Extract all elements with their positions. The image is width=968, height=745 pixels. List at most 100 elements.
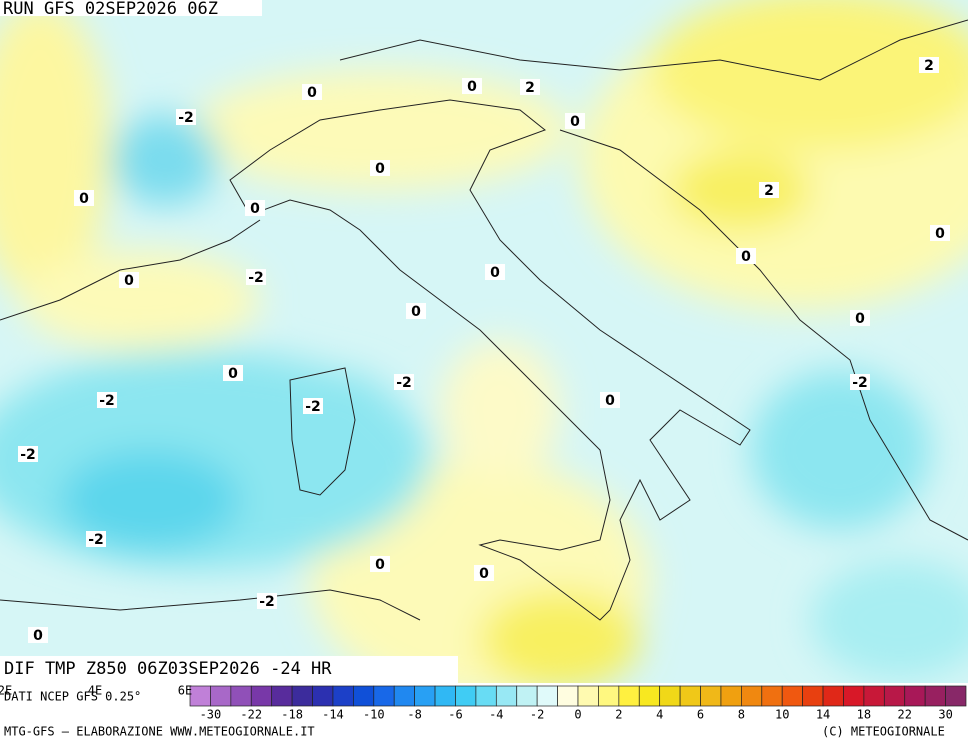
contour-label-bg (28, 627, 48, 643)
map-field (0, 0, 968, 683)
contour-label: 0 (411, 304, 421, 320)
contour-label: 0 (307, 85, 317, 101)
scale-box (189, 685, 211, 707)
scale-box (720, 685, 742, 707)
scale-box (781, 685, 803, 707)
scale-box (598, 685, 620, 707)
scale-box (659, 685, 681, 707)
contour-label-bg (520, 79, 540, 95)
scale-box (843, 685, 865, 707)
contour-label-bg (474, 565, 494, 581)
contour-label-bg (406, 303, 426, 319)
contour-label: 0 (124, 273, 134, 289)
scale-label: 14 (816, 708, 830, 722)
header-box (0, 0, 262, 16)
contour-label: -2 (396, 375, 412, 391)
footer-credit: MTG-GFS — ELABORAZIONE WWW.METEOGIORNALE… (4, 725, 315, 739)
contour-label-bg (394, 374, 414, 390)
contour-label: -2 (88, 532, 104, 548)
contour-label: 0 (467, 79, 477, 95)
contour-label-bg (370, 160, 390, 176)
scale-label: -30 (200, 708, 222, 722)
scale-label: -6 (448, 708, 462, 722)
scale-label: 8 (738, 708, 745, 722)
scale-box (822, 685, 844, 707)
scale-box (700, 685, 722, 707)
scale-label: -14 (322, 708, 344, 722)
scale-box (291, 685, 313, 707)
contour-label-bg (176, 109, 196, 125)
scale-box (373, 685, 395, 707)
scale-box (353, 685, 375, 707)
contour-label: 2 (525, 80, 535, 96)
scale-box (638, 685, 661, 707)
contour-label-bg (223, 365, 243, 381)
contour-label: 0 (479, 566, 489, 582)
copyright: (C) METEOGIORNALE (822, 725, 945, 739)
contour-label: 0 (935, 226, 945, 242)
scale-box (475, 685, 497, 707)
scale-label: -2 (530, 708, 544, 722)
contour-label: 0 (375, 557, 385, 573)
scale-box (802, 685, 824, 707)
scale-box (557, 685, 579, 707)
contour-label-bg (246, 269, 266, 285)
contour-label-bg (303, 398, 323, 414)
scale-box (250, 685, 273, 707)
contour-label-bg (759, 182, 779, 198)
scale-box (618, 685, 640, 707)
contour-label: -2 (99, 393, 115, 409)
contour-label: 2 (764, 183, 774, 199)
contour-label-bg (119, 272, 139, 288)
contour-label: 0 (79, 191, 89, 207)
scale-label: -8 (407, 708, 421, 722)
contour-label-bg (97, 392, 117, 408)
scale-label: 30 (938, 708, 952, 722)
scale-box (536, 685, 558, 707)
scale-box (679, 685, 701, 707)
contour-label-bg (930, 225, 950, 241)
scale-box (945, 685, 967, 707)
scale-box (332, 685, 354, 707)
lon-label: 6E (178, 684, 192, 698)
contour-label-bg (370, 556, 390, 572)
scale-label: -10 (363, 708, 385, 722)
scale-label: -18 (281, 708, 303, 722)
scale-box (434, 685, 456, 707)
scale-label: -22 (240, 708, 262, 722)
contour-label-bg (257, 593, 277, 609)
contour-label: 0 (250, 201, 260, 217)
contour-label: 0 (855, 311, 865, 327)
contour-label-bg (736, 248, 756, 264)
scale-label: 0 (574, 708, 581, 722)
contour-label: -2 (248, 270, 264, 286)
scale-label: 6 (697, 708, 704, 722)
contour-label: 0 (490, 265, 500, 281)
map-title: DIF TMP Z850 06Z03SEP2026 -24 HR (4, 659, 332, 679)
contour-label-bg (86, 531, 106, 547)
contour-label: -2 (305, 399, 321, 415)
scale-box (271, 685, 293, 707)
scale-box (393, 685, 415, 707)
scale-label: 4 (656, 708, 663, 722)
contour-label: -2 (178, 110, 194, 126)
source-label: DATI NCEP GFS 0.25° (4, 690, 141, 704)
scale-box (516, 685, 538, 707)
contour-label: 0 (605, 393, 615, 409)
contour-label-bg (485, 264, 505, 280)
contour-label-bg (850, 310, 870, 326)
contour-label: 2 (924, 58, 934, 74)
scale-box (455, 685, 477, 707)
scale-label: 18 (857, 708, 871, 722)
scale-box (210, 685, 232, 707)
scale-box (577, 685, 599, 707)
scale-box (924, 685, 946, 707)
contour-label-bg (74, 190, 94, 206)
contour-label-bg (600, 392, 620, 408)
contour-label-bg (565, 113, 585, 129)
scale-box (414, 685, 436, 707)
contour-label-bg (850, 374, 870, 390)
contour-label: -2 (20, 447, 36, 463)
scale-box (495, 685, 518, 707)
